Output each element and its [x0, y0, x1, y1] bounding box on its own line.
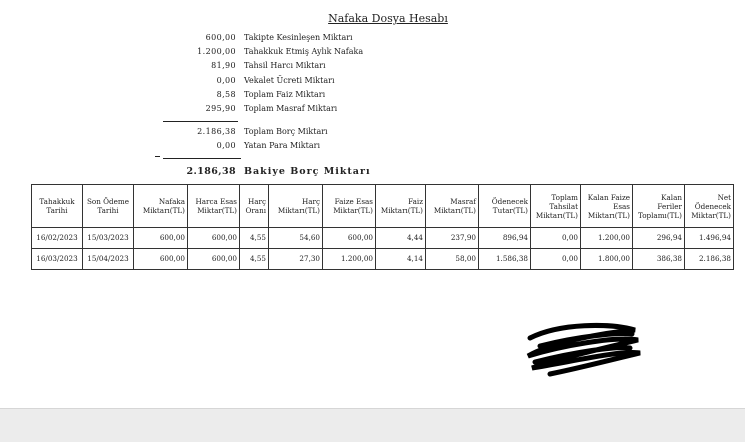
cell: 896,94	[478, 227, 531, 249]
label: Yatan Para Miktarı	[244, 141, 321, 150]
column-header: Harç Miktarı(TL)	[268, 184, 323, 228]
signature	[526, 323, 641, 377]
cell: 296,94	[632, 227, 685, 249]
column-header: Nafaka Miktarı(TL)	[133, 184, 188, 228]
table-row: 16/02/2023 15/03/2023 600,00 600,00 4,55 54,6…	[31, 227, 734, 249]
cell: 600,00	[187, 248, 240, 270]
amount: 2.186,38	[186, 166, 236, 177]
cell: 600,00	[187, 227, 240, 249]
column-header: Ödenecek Tutar(TL)	[478, 184, 531, 228]
cell: 1.496,94	[684, 227, 734, 249]
header-row: Tahakkuk Tarihi Son Ödeme Tarihi Nafaka Mi…	[31, 184, 734, 228]
amount: 8,58	[216, 89, 236, 99]
column-header: Son Ödeme Tarihi	[82, 184, 134, 228]
sum-line	[163, 158, 241, 159]
amount: 600,00	[205, 33, 236, 42]
column-header: Masraf Miktarı(TL)	[425, 184, 479, 228]
cell: 4,14	[375, 248, 426, 270]
cell: 2.186,38	[684, 248, 734, 270]
cell: 1.586,38	[478, 248, 531, 270]
cell: 1.200,00	[580, 227, 633, 249]
amount: 1.200,00	[197, 47, 236, 57]
calc-table: Tahakkuk Tarihi Son Ödeme Tarihi Nafaka Mi…	[31, 184, 734, 270]
cell: 4,55	[239, 248, 269, 270]
label: Vekalet Ücreti Miktarı	[244, 75, 335, 85]
column-header: Harca Esas Miktar(TL)	[187, 184, 240, 228]
cell: 58,00	[425, 248, 479, 270]
cell: 0,00	[530, 227, 581, 249]
cell: 4,44	[375, 227, 426, 249]
cell: 1.200,00	[322, 248, 376, 270]
column-header: Kalan Feriler Toplamı(TL)	[632, 184, 685, 228]
cell: 600,00	[133, 248, 188, 270]
column-header: Kalan Faize Esas Miktarı(TL)	[580, 184, 633, 228]
cell: 600,00	[133, 227, 188, 249]
cell: 1.800,00	[580, 248, 633, 270]
amount: 2.186,38	[197, 127, 236, 136]
label: Toplam Faiz Miktarı	[244, 89, 326, 99]
minus-sign	[155, 156, 160, 157]
cell: 386,38	[632, 248, 685, 270]
cell: 15/03/2023	[82, 227, 134, 249]
doc-title: Nafaka Dosya Hesabı	[328, 12, 448, 25]
column-header: Tahakkuk Tarihi	[31, 184, 83, 228]
table-row: 16/03/2023 15/04/2023 600,00 600,00 4,55 27,3…	[31, 248, 734, 270]
label: Tahakkuk Etmiş Aylık Nafaka	[244, 47, 364, 57]
amount: 81,90	[211, 61, 236, 71]
cell: 0,00	[530, 248, 581, 270]
column-header: Faiz Miktarı(TL)	[375, 184, 426, 228]
column-header: Net Ödenecek Miktar(TL)	[684, 184, 734, 228]
column-header: Harç Oranı	[239, 184, 269, 228]
label: Toplam Borç Miktarı	[244, 127, 328, 136]
cell: 4,55	[239, 227, 269, 249]
sum-line	[163, 121, 238, 122]
amount: 295,90	[205, 104, 236, 113]
label: Toplam Masraf Miktarı	[244, 104, 338, 113]
amount: 0,00	[216, 75, 236, 85]
label: Tahsil Harcı Miktarı	[244, 61, 326, 71]
page-edge	[0, 408, 745, 442]
cell: 600,00	[322, 227, 376, 249]
cell: 16/03/2023	[31, 248, 83, 270]
cell: 15/04/2023	[82, 248, 134, 270]
amount: 0,00	[216, 141, 236, 150]
cell: 16/02/2023	[31, 227, 83, 249]
cell: 27,30	[268, 248, 323, 270]
column-header: Faize Esas Miktar(TL)	[322, 184, 376, 228]
cell: 237,90	[425, 227, 479, 249]
column-header: Toplam Tahsilat Miktarı(TL)	[530, 184, 581, 228]
cell: 54,60	[268, 227, 323, 249]
label: Takipte Kesinleşen Miktarı	[244, 33, 353, 42]
label: Bakiye Borç Miktarı	[244, 166, 371, 177]
